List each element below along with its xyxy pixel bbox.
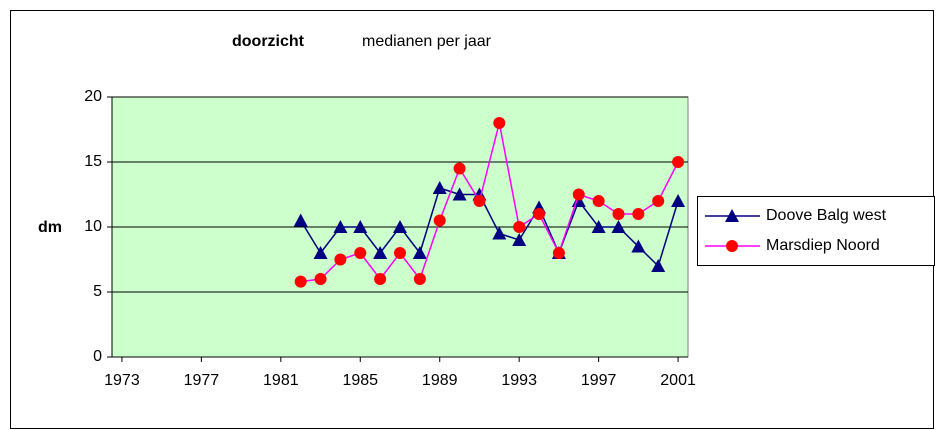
x-tick-label: 1973 xyxy=(104,372,140,389)
data-point xyxy=(353,220,368,233)
x-tick-label: 1981 xyxy=(263,372,299,389)
data-point xyxy=(413,273,426,285)
data-point xyxy=(493,117,506,129)
data-point xyxy=(631,239,646,253)
data-point xyxy=(611,220,626,233)
data-point xyxy=(432,181,447,194)
y-tick-label: 20 xyxy=(84,88,102,105)
data-point xyxy=(373,246,388,259)
data-point xyxy=(632,208,645,220)
y-tick-label: 15 xyxy=(84,153,102,170)
data-point xyxy=(453,162,466,175)
data-point xyxy=(552,247,565,259)
x-tick-label: 1977 xyxy=(184,372,220,389)
data-point xyxy=(314,273,327,285)
data-point xyxy=(354,247,367,259)
data-point xyxy=(433,214,446,227)
chart-title: doorzicht xyxy=(232,33,305,50)
legend-label: Doove Balg west xyxy=(766,207,887,224)
data-point xyxy=(592,195,605,207)
x-tick-label: 1997 xyxy=(581,372,617,389)
data-point xyxy=(374,273,387,285)
data-point xyxy=(671,194,686,207)
data-point xyxy=(572,188,585,201)
data-point xyxy=(394,247,406,259)
data-point xyxy=(334,253,347,266)
data-point xyxy=(412,246,427,259)
y-tick-label: 5 xyxy=(93,283,102,300)
x-tick-label: 2001 xyxy=(660,372,696,389)
data-point xyxy=(293,213,308,227)
data-point xyxy=(652,195,665,207)
data-point xyxy=(672,156,685,168)
y-tick-label: 10 xyxy=(84,218,102,235)
x-tick-label: 1985 xyxy=(342,372,378,389)
legend-box xyxy=(697,196,935,266)
data-point xyxy=(452,187,467,201)
data-point xyxy=(473,195,486,207)
data-point xyxy=(492,226,507,240)
legend-label: Marsdiep Noord xyxy=(766,237,880,254)
y-axis-label: dm xyxy=(38,219,62,236)
data-point xyxy=(333,220,348,233)
data-point xyxy=(313,246,328,259)
y-tick-label: 0 xyxy=(93,348,102,365)
x-tick-label: 1993 xyxy=(501,372,537,389)
data-point xyxy=(393,220,407,233)
data-point xyxy=(513,221,526,233)
x-tick-label: 1989 xyxy=(422,372,458,389)
legend-marker xyxy=(726,240,738,252)
chart-subtitle: medianen per jaar xyxy=(362,33,492,50)
legend-marker xyxy=(725,209,739,222)
data-point xyxy=(591,220,606,233)
data-point xyxy=(651,259,666,272)
data-point xyxy=(612,208,625,220)
data-point xyxy=(294,275,307,288)
data-point xyxy=(533,208,546,220)
data-point xyxy=(512,233,527,246)
